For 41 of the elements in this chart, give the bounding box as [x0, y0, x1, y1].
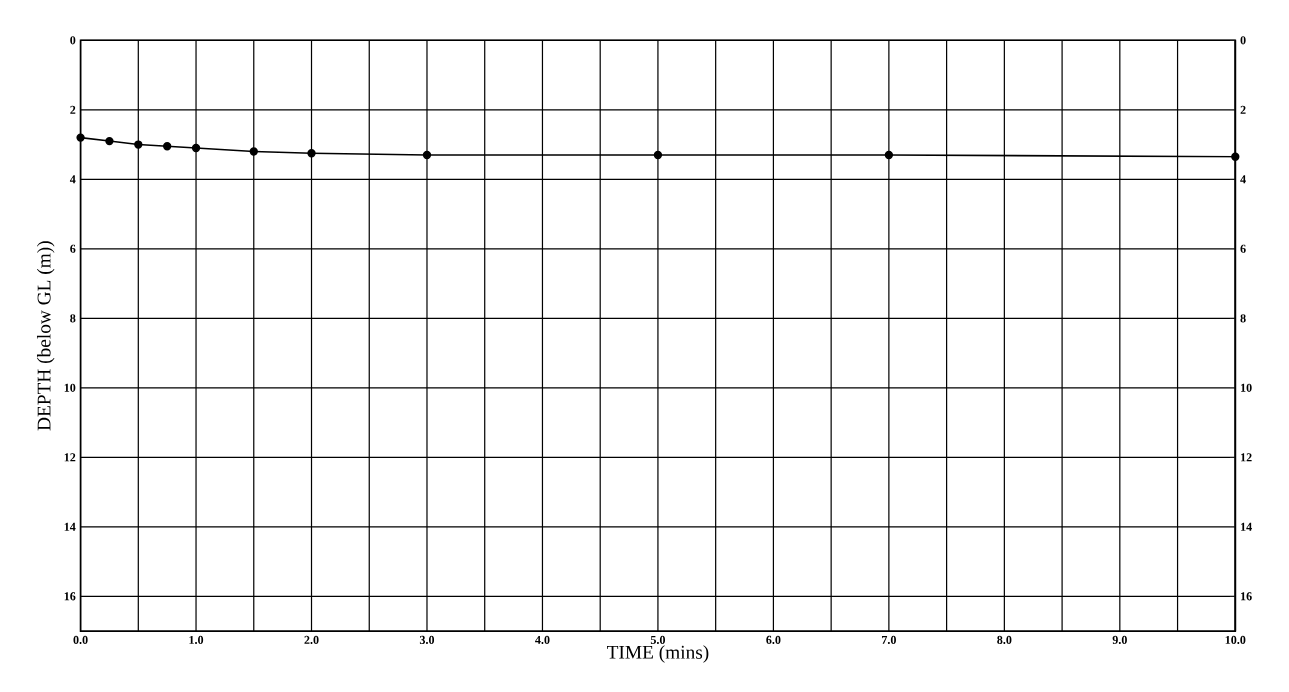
- y2-tick-label: 10: [1241, 383, 1252, 393]
- x-axis-title: TIME (mins): [607, 645, 709, 663]
- y2-tick-label: 8: [1240, 314, 1246, 323]
- y2-tick-label: 6: [1240, 245, 1246, 254]
- x-tick-label: 4.0: [535, 636, 550, 645]
- x-tick-label: 10.0: [1225, 636, 1246, 645]
- y2-tick-label: 16: [1241, 592, 1252, 601]
- y2-tick-label: 12: [1241, 453, 1252, 462]
- y-axis-title: DEPTH (below GL (m)): [36, 241, 55, 431]
- y2-tick-label: 4: [1240, 175, 1246, 184]
- x-tick-label: 0.0: [73, 636, 88, 645]
- y-tick-label: 16: [64, 592, 76, 601]
- y2-tick-label: 14: [1241, 523, 1252, 532]
- point: [249, 147, 258, 156]
- point: [653, 151, 663, 160]
- x-tick-label: 3.0: [419, 636, 435, 645]
- y-tick-label: 12: [64, 453, 76, 462]
- point: [884, 151, 894, 160]
- y2-tick-label: 0: [1240, 36, 1246, 45]
- y-tick-label: 6: [70, 245, 76, 254]
- y-tick-label: 14: [64, 523, 76, 532]
- y-tick-label: 4: [69, 175, 76, 184]
- point: [76, 133, 85, 143]
- x-tick-label: 7.0: [882, 636, 896, 645]
- y-tick-label: 0: [70, 36, 76, 45]
- y2-tick-label: 2: [1240, 106, 1246, 115]
- point: [307, 149, 316, 158]
- x-tick-label: 9.0: [1112, 636, 1127, 645]
- x-tick-label: 5.0: [650, 636, 666, 645]
- x-tick-label: 1.0: [189, 636, 204, 645]
- y-tick-label: 8: [70, 314, 76, 323]
- point: [191, 144, 201, 153]
- point: [422, 151, 432, 160]
- x-tick-label: 6.0: [766, 636, 781, 645]
- point: [134, 140, 143, 149]
- x-tick-label: 8.0: [997, 636, 1012, 645]
- x-tick-label: 2.0: [304, 636, 319, 645]
- point: [105, 137, 114, 146]
- y-tick-label: 2: [70, 106, 76, 115]
- point: [163, 142, 172, 151]
- y-tick-label: 10: [64, 383, 76, 393]
